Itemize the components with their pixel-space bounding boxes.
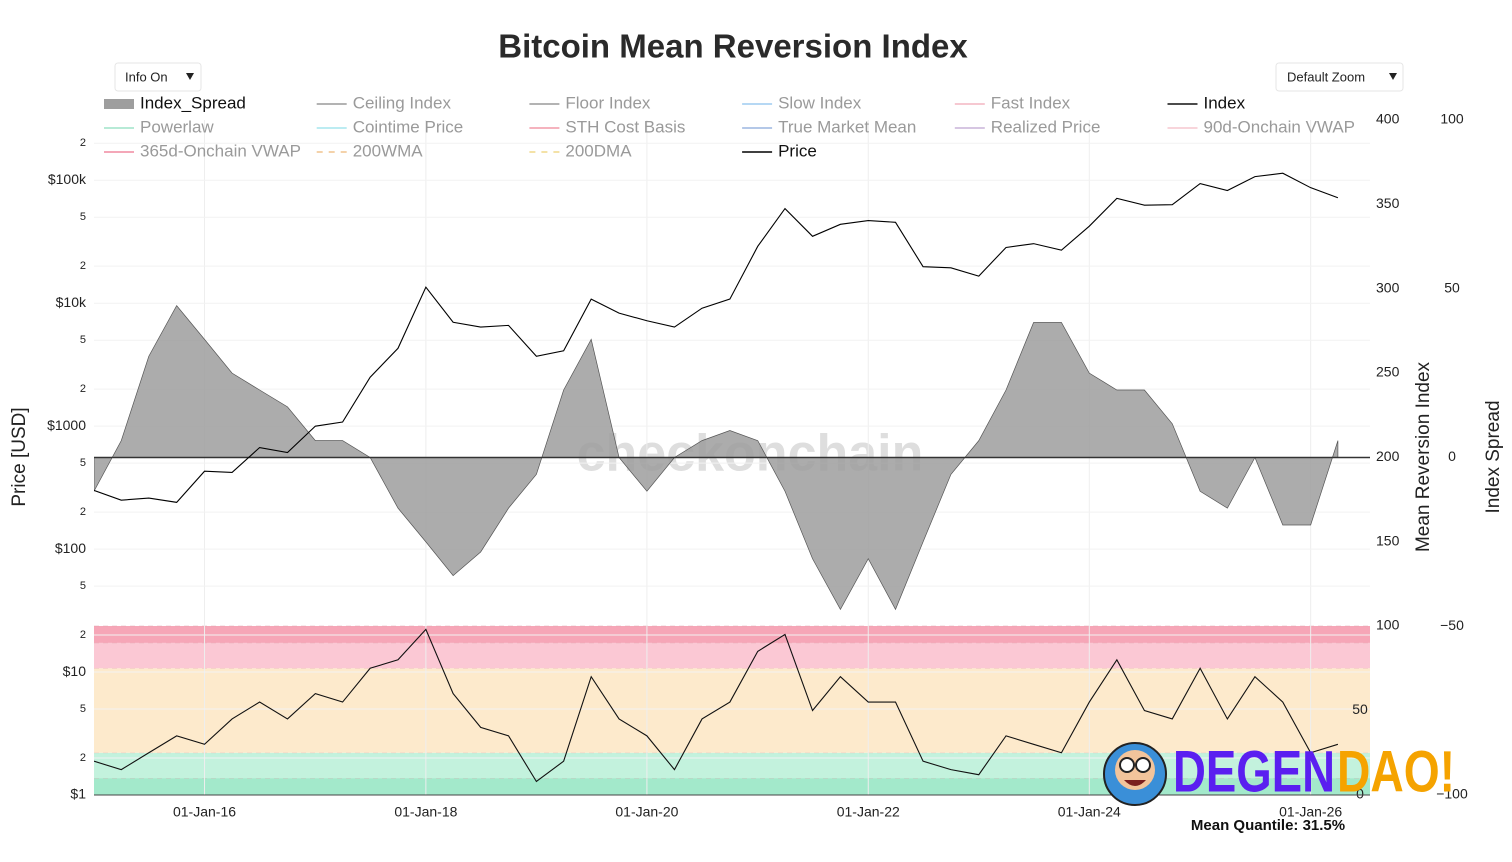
- legend-label[interactable]: Index_Spread: [140, 93, 246, 112]
- legend-item[interactable]: Powerlaw: [104, 117, 214, 136]
- legend-item[interactable]: Price: [742, 141, 817, 160]
- y3-tick-label: 100: [1440, 111, 1464, 127]
- legend-item[interactable]: Cointime Price: [316, 117, 464, 136]
- legend-label[interactable]: 200WMA: [353, 141, 424, 160]
- y-tick-label: 2: [80, 506, 86, 518]
- dropdown-arrow[interactable]: [1389, 73, 1397, 80]
- logo-eye: [1119, 757, 1135, 773]
- legend-item[interactable]: Slow Index: [742, 93, 862, 112]
- legend-label[interactable]: Fast Index: [991, 93, 1071, 112]
- legend-label[interactable]: Ceiling Index: [353, 93, 452, 112]
- legend-label[interactable]: Floor Index: [565, 93, 651, 112]
- zoom-dropdown[interactable]: Default Zoom: [1275, 62, 1404, 92]
- legend-label[interactable]: Realized Price: [991, 117, 1101, 136]
- legend-label[interactable]: 90d-Onchain VWAP: [1204, 117, 1356, 136]
- legend-item[interactable]: Ceiling Index: [316, 93, 452, 112]
- y-tick-label: $1000: [47, 417, 86, 433]
- y3-tick-label: −50: [1440, 617, 1464, 633]
- logo-eye: [1135, 757, 1151, 773]
- x-tick-label: 01-Jan-16: [173, 804, 236, 820]
- zone-band: [94, 668, 1370, 753]
- y-tick-label: 2: [80, 260, 86, 272]
- y-tick-label: $100k: [48, 171, 87, 187]
- legend-item[interactable]: Realized Price: [954, 117, 1101, 136]
- y3-tick-label: −100: [1436, 786, 1468, 802]
- x-tick-label: 01-Jan-26: [1279, 804, 1342, 820]
- zone-band: [94, 626, 1370, 643]
- logo-text: DAO!: [1337, 739, 1455, 804]
- legend-item[interactable]: STH Cost Basis: [529, 117, 685, 136]
- dropdown-label[interactable]: Default Zoom: [1287, 69, 1365, 84]
- legend-item[interactable]: Index_Spread: [104, 93, 246, 112]
- y-tick-label: 2: [80, 629, 86, 641]
- y2-tick-label: 350: [1376, 195, 1400, 211]
- y-tick-label: 2: [80, 383, 86, 395]
- x-tick-label: 01-Jan-18: [394, 804, 457, 820]
- y-tick-label: 5: [80, 580, 86, 592]
- dropdown-label[interactable]: Info On: [125, 69, 168, 84]
- y-tick-label: 5: [80, 457, 86, 469]
- y-axis-title: Price [USD]: [9, 407, 30, 506]
- dropdown-arrow[interactable]: [186, 73, 194, 80]
- y2-tick-label: 150: [1376, 532, 1400, 548]
- legend-item[interactable]: Fast Index: [954, 93, 1071, 112]
- zone-band: [94, 642, 1370, 669]
- legend-item[interactable]: 200WMA: [316, 141, 424, 160]
- legend-label[interactable]: 200DMA: [565, 141, 632, 160]
- y4-tick-label: 0: [1356, 786, 1364, 802]
- y3-tick-label: 0: [1448, 448, 1456, 464]
- dropdown-box[interactable]: [1275, 62, 1404, 92]
- y-tick-label: $10: [63, 663, 87, 679]
- y2-tick-label: 100: [1376, 617, 1400, 633]
- y2-axis-title: Mean Reversion Index: [1413, 361, 1434, 552]
- y2-tick-label: 200: [1376, 448, 1400, 464]
- zone-band: [94, 778, 1370, 795]
- y-tick-label: 5: [80, 334, 86, 346]
- legend-item[interactable]: 365d-Onchain VWAP: [104, 141, 301, 160]
- y-tick-label: $1: [70, 786, 86, 802]
- logo-mouth: [1124, 780, 1146, 786]
- y-tick-label: 5: [80, 703, 86, 715]
- y3-tick-label: 50: [1444, 279, 1460, 295]
- legend-label[interactable]: Index: [1204, 93, 1246, 112]
- y2-tick-label: 250: [1376, 364, 1400, 380]
- x-tick-label: 01-Jan-20: [615, 804, 678, 820]
- legend-label[interactable]: STH Cost Basis: [565, 117, 685, 136]
- series-line: [94, 172, 1339, 503]
- dropdown-box[interactable]: [114, 62, 202, 92]
- y-tick-label: 2: [80, 137, 86, 149]
- legend-label[interactable]: Powerlaw: [140, 117, 214, 136]
- legend-item[interactable]: 200DMA: [529, 141, 632, 160]
- legend-item[interactable]: 90d-Onchain VWAP: [1167, 117, 1356, 136]
- logo-text: DEGEN: [1173, 739, 1335, 804]
- chart-title: Bitcoin Mean Reversion Index: [498, 28, 968, 65]
- info-dropdown[interactable]: Info On: [114, 62, 202, 92]
- series-line: [94, 628, 1339, 783]
- legend-label[interactable]: Slow Index: [778, 93, 862, 112]
- legend-item[interactable]: True Market Mean: [742, 117, 916, 136]
- legend-label[interactable]: Cointime Price: [353, 117, 464, 136]
- legend-label[interactable]: 365d-Onchain VWAP: [140, 141, 301, 160]
- legend-label[interactable]: Price: [778, 141, 817, 160]
- y2-tick-label: 300: [1376, 279, 1400, 295]
- legend-swatch[interactable]: [104, 99, 134, 109]
- y2-tick-label: 400: [1376, 111, 1400, 127]
- footer-note: Mean Quantile: 31.5%: [1191, 817, 1345, 834]
- y-tick-label: 5: [80, 211, 86, 223]
- y3-axis-title: Index Spread: [1483, 400, 1504, 513]
- brand-logo: DEGEN DAO!: [1103, 739, 1455, 806]
- x-tick-label: 01-Jan-22: [837, 804, 900, 820]
- y4-tick-label: 50: [1352, 701, 1368, 717]
- y-tick-label: $100: [55, 540, 86, 556]
- legend-item[interactable]: Index: [1167, 93, 1246, 112]
- legend-label[interactable]: True Market Mean: [778, 117, 916, 136]
- x-tick-label: 01-Jan-24: [1058, 804, 1121, 820]
- legend-item[interactable]: Floor Index: [529, 93, 651, 112]
- y-tick-label: $10k: [56, 294, 87, 310]
- y-tick-label: 2: [80, 752, 86, 764]
